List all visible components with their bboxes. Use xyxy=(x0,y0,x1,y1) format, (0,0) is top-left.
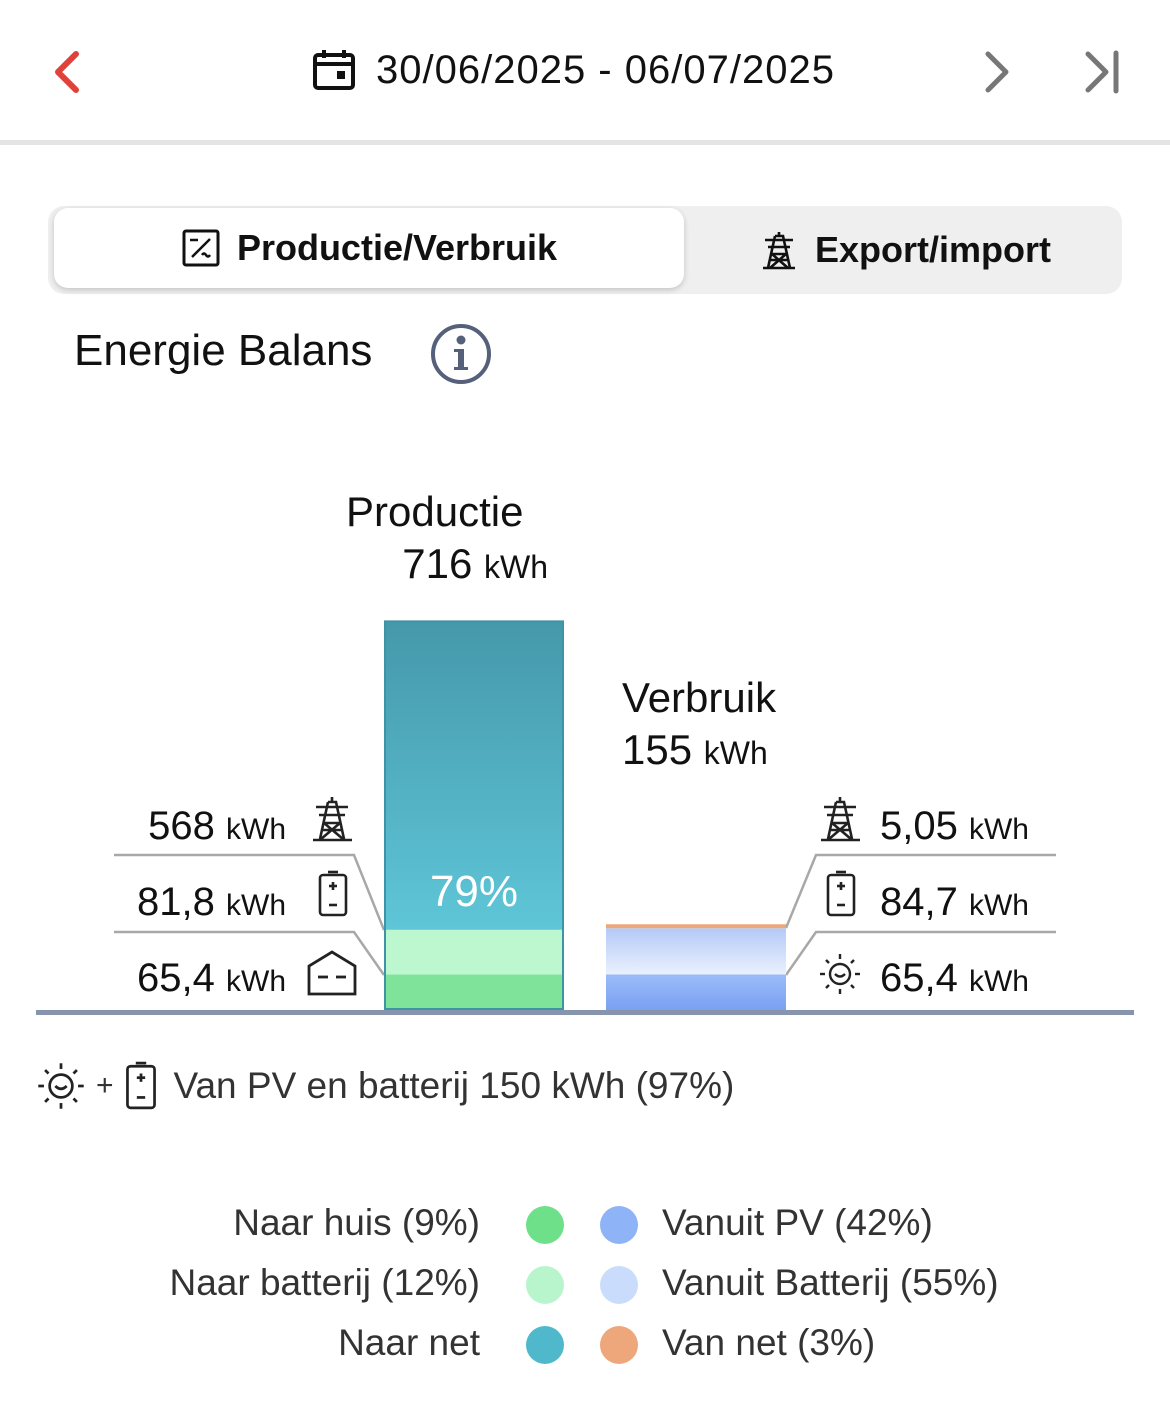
legend-swatch xyxy=(600,1266,638,1304)
power-tower-icon xyxy=(821,797,860,842)
consumption-row-grid: 5,05 kWh xyxy=(880,804,1029,849)
connector-line xyxy=(114,853,386,931)
bar-segment-from-pv xyxy=(606,974,786,1010)
legend-swatch xyxy=(526,1326,564,1364)
chart-baseline xyxy=(36,1010,1134,1015)
production-total: 716 kWh xyxy=(402,540,548,588)
tab-label: Export/import xyxy=(814,229,1051,270)
production-total-unit: kWh xyxy=(484,549,548,585)
tab-productie-verbruik[interactable]: Productie/Verbruik xyxy=(54,208,684,288)
legend-label: Van net (3%) xyxy=(662,1322,876,1363)
view-switcher: Productie/Verbruik Export/import xyxy=(48,206,1122,294)
bar-segment-to-grid xyxy=(384,620,564,930)
power-tower-icon xyxy=(313,797,352,842)
row-unit: kWh xyxy=(226,813,286,846)
tab-export-import[interactable]: Export/import xyxy=(688,206,1122,294)
legend-label: Naar huis (9%) xyxy=(233,1202,480,1243)
production-row-grid: 568 kWh xyxy=(148,804,286,849)
calendar-icon xyxy=(313,50,355,90)
sun-icon xyxy=(820,954,860,994)
plus-sign: + xyxy=(96,1069,114,1102)
self-consumption-summary: + Van PV en batterij 150 kWh (97%) xyxy=(36,1058,734,1114)
right-connectors xyxy=(784,853,1056,976)
row-value: 84,7 xyxy=(880,880,958,924)
sun-icon xyxy=(38,1063,84,1109)
section-title: Energie Balans xyxy=(74,326,373,375)
date-range-picker[interactable]: 30/06/2025 - 06/07/2025 xyxy=(312,44,835,96)
legend-label: Naar net xyxy=(338,1322,480,1363)
consumption-row-pv: 65,4 kWh xyxy=(880,956,1029,1001)
consumption-total-unit: kWh xyxy=(703,735,768,771)
legend-label: Vanuit Batterij (55%) xyxy=(662,1262,999,1303)
date-range-label: 30/06/2025 - 06/07/2025 xyxy=(376,47,835,92)
bars-group xyxy=(384,620,786,1010)
consumption-total: 155 kWh xyxy=(622,726,768,774)
bar-segment-to-battery xyxy=(384,929,564,975)
row-unit: kWh xyxy=(968,889,1029,922)
legend-swatch xyxy=(600,1206,638,1244)
energy-balance-chart: 79% xyxy=(36,620,1134,1015)
left-connectors xyxy=(114,853,386,976)
battery-icon xyxy=(826,870,856,917)
chevron-right-icon[interactable] xyxy=(964,40,1028,104)
power-tower-icon xyxy=(762,232,795,270)
bar-segment-to-house xyxy=(384,974,564,1010)
production-percent-label: 79% xyxy=(430,867,518,916)
row-value: 5,05 xyxy=(880,804,958,848)
row-value: 81,8 xyxy=(137,880,215,924)
legend-swatch xyxy=(600,1326,638,1364)
row-value: 568 xyxy=(148,804,215,848)
production-row-battery: 81,8 kWh xyxy=(137,880,286,925)
battery-icon xyxy=(318,870,348,917)
row-unit: kWh xyxy=(968,813,1029,846)
row-value: 65,4 xyxy=(137,956,215,1000)
connector-line xyxy=(784,853,1056,929)
connector-line xyxy=(784,930,1056,976)
legend-swatch xyxy=(526,1266,564,1304)
consumption-title: Verbruik xyxy=(622,674,777,721)
legend-label: Naar batterij (12%) xyxy=(169,1262,480,1303)
battery-icon xyxy=(125,1061,156,1110)
production-total-value: 716 xyxy=(402,540,473,587)
row-unit: kWh xyxy=(968,965,1029,998)
bar-segment-from-grid xyxy=(606,924,786,929)
house-icon xyxy=(307,950,357,996)
summary-text: Van PV en batterij 150 kWh (97%) xyxy=(173,1065,735,1106)
legend-swatch xyxy=(526,1206,564,1244)
chevron-left-icon[interactable] xyxy=(36,40,100,104)
top-bar: 30/06/2025 - 06/07/2025 xyxy=(0,0,1170,140)
inverter-icon xyxy=(182,229,220,267)
bar-segment-from-battery xyxy=(606,928,786,975)
header-divider xyxy=(0,140,1170,145)
connector-line xyxy=(114,930,386,976)
info-icon[interactable] xyxy=(430,323,492,385)
production-title: Productie xyxy=(346,488,524,535)
production-row-house: 65,4 kWh xyxy=(137,956,286,1001)
row-unit: kWh xyxy=(226,889,286,922)
consumption-row-battery: 84,7 kWh xyxy=(880,880,1029,925)
tab-label: Productie/Verbruik xyxy=(236,227,558,268)
row-value: 65,4 xyxy=(880,956,958,1000)
bar-outline xyxy=(384,620,564,1010)
legend-label: Vanuit PV (42%) xyxy=(662,1202,933,1243)
skip-to-end-icon[interactable] xyxy=(1070,40,1134,104)
consumption-total-value: 155 xyxy=(622,726,693,773)
row-unit: kWh xyxy=(226,965,286,998)
